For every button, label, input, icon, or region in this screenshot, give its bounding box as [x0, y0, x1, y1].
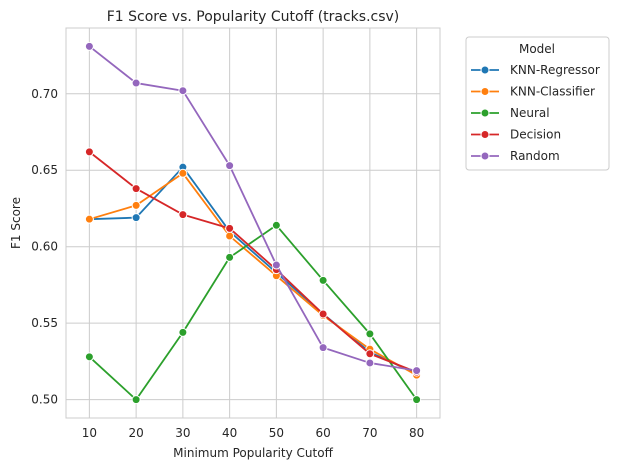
- legend-item: KNN-Regressor: [471, 63, 600, 77]
- x-tick-labels: 10 20 30 40 50 60 70 80: [82, 426, 425, 440]
- legend-item: KNN-Classifier: [471, 85, 595, 99]
- data-point: [84, 214, 94, 224]
- legend: Model KNN-Regressor KNN-Classifier Neural D…: [465, 36, 610, 171]
- legend-swatch-marker: [480, 151, 490, 161]
- data-point: [365, 329, 375, 339]
- data-point: [178, 327, 188, 337]
- data-point: [84, 41, 94, 51]
- y-tick-label: 0.50: [31, 393, 58, 407]
- x-axis-label: Minimum Popularity Cutoff: [173, 446, 333, 460]
- data-point: [271, 260, 281, 270]
- x-tick-label: 30: [175, 426, 190, 440]
- legend-swatch-marker: [480, 65, 490, 75]
- legend-item: Random: [471, 149, 560, 163]
- legend-item: Neural: [471, 106, 550, 120]
- y-axis-label: F1 Score: [9, 197, 23, 249]
- data-point: [131, 78, 141, 88]
- y-tick-label: 0.55: [31, 316, 58, 330]
- data-point: [178, 210, 188, 220]
- series-layer: [84, 41, 422, 405]
- y-tick-label: 0.65: [31, 163, 58, 177]
- data-point: [318, 275, 328, 285]
- data-point: [131, 213, 141, 223]
- data-point: [225, 252, 235, 262]
- legend-label: KNN-Regressor: [510, 63, 600, 77]
- legend-items: KNN-Regressor KNN-Classifier Neural Decisio…: [471, 63, 600, 163]
- data-point: [178, 86, 188, 96]
- series-neural: [84, 220, 422, 405]
- x-tick-label: 70: [362, 426, 377, 440]
- series-line: [88, 151, 417, 373]
- legend-label: Decision: [510, 128, 561, 142]
- data-point: [131, 184, 141, 194]
- y-tick-label: 0.60: [31, 240, 58, 254]
- data-point: [318, 343, 328, 353]
- series-line: [89, 166, 418, 375]
- legend-frame: [465, 36, 610, 171]
- y-tick-labels: 0.50 0.55 0.60 0.65 0.70: [31, 87, 58, 407]
- series-line: [88, 224, 418, 401]
- data-point: [178, 168, 188, 178]
- legend-swatch-marker: [480, 130, 490, 139]
- x-tick-label: 20: [128, 426, 143, 440]
- data-point: [412, 395, 422, 405]
- data-point: [365, 358, 375, 368]
- legend-swatch-marker: [480, 108, 490, 118]
- series-line: [89, 172, 418, 376]
- data-point: [84, 352, 94, 362]
- data-point: [225, 231, 235, 241]
- legend-label: KNN-Classifier: [510, 85, 595, 99]
- chart-title: F1 Score vs. Popularity Cutoff (tracks.c…: [107, 9, 400, 25]
- data-point: [225, 223, 235, 233]
- data-point: [131, 395, 141, 405]
- x-tick-label: 60: [315, 426, 330, 440]
- data-point: [365, 349, 375, 359]
- y-tick-label: 0.70: [31, 87, 58, 101]
- data-point: [225, 161, 235, 171]
- x-tick-label: 50: [269, 426, 284, 440]
- plot-frame: [65, 27, 441, 419]
- data-point: [318, 309, 328, 319]
- x-tick-label: 10: [82, 426, 97, 440]
- data-point: [131, 200, 141, 210]
- series-random: [84, 41, 422, 376]
- data-point: [412, 366, 422, 376]
- legend-label: Random: [510, 149, 560, 163]
- x-tick-label: 80: [409, 426, 424, 440]
- x-tick-label: 40: [222, 426, 237, 440]
- series-line: [88, 45, 417, 372]
- data-point: [271, 220, 281, 230]
- legend-label: Neural: [510, 106, 550, 120]
- legend-item: Decision: [471, 128, 561, 142]
- legend-title: Model: [519, 42, 555, 56]
- legend-swatch-marker: [480, 87, 490, 96]
- data-point: [84, 147, 94, 157]
